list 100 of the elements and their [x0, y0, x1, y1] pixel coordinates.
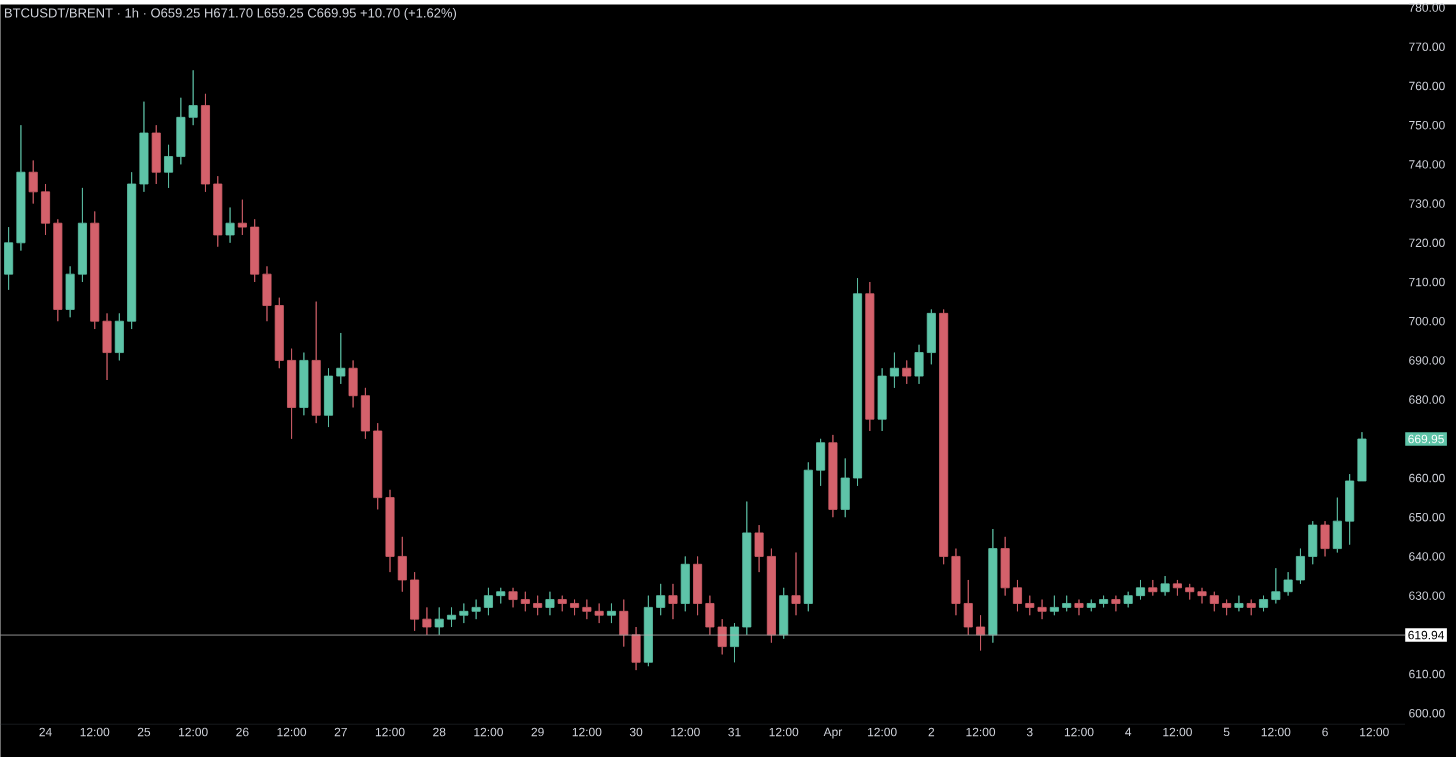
candlestick	[114, 312, 124, 361]
candlestick	[902, 359, 912, 385]
x-tick-label: 12:00	[671, 727, 700, 737]
x-tick-label: 12:00	[1064, 727, 1094, 737]
y-tick-label: 700.00	[1409, 316, 1445, 326]
candlestick	[1308, 520, 1318, 565]
x-tick-label: 5	[1223, 727, 1230, 737]
candlestick	[1320, 520, 1330, 557]
candlestick	[988, 528, 998, 643]
candlestick	[1062, 595, 1072, 612]
candlestick	[693, 555, 703, 616]
candlestick	[1246, 599, 1256, 616]
candlestick	[483, 587, 493, 616]
candlestick	[90, 210, 100, 330]
candlestick	[274, 297, 284, 369]
x-tick-label: 3	[1026, 727, 1033, 737]
candlestick	[1345, 473, 1355, 545]
candlestick	[1271, 567, 1281, 604]
candlestick	[754, 524, 764, 573]
candlestick	[582, 599, 592, 620]
candlestick	[803, 461, 813, 612]
candlestick	[447, 606, 457, 628]
candlestick	[1357, 431, 1367, 482]
x-tick-label: 26	[236, 727, 249, 737]
candlestick	[508, 587, 518, 608]
x-tick-label: 4	[1125, 727, 1132, 736]
y-tick-label: 650.00	[1409, 512, 1445, 522]
candlestick	[151, 124, 161, 185]
candlestick	[1123, 591, 1133, 608]
chart-title: BTCUSDT/BRENT · 1h · O659.25 H671.70 L659.25 C669.95 +10.70 (+1.62%)	[5, 7, 457, 20]
candlestick	[1086, 599, 1096, 612]
candlestick	[1259, 595, 1269, 612]
candlestick	[1160, 575, 1170, 596]
candlestick	[28, 159, 38, 204]
x-tick-label: Apr	[823, 727, 843, 739]
candlestick	[410, 571, 420, 632]
candlestick	[1148, 579, 1158, 596]
candlestick	[1037, 599, 1047, 620]
candlestick	[1012, 579, 1022, 612]
candlestick	[237, 199, 247, 236]
candlestick	[459, 602, 469, 624]
x-tick-label: 30	[629, 727, 643, 737]
x-tick-label: 12:00	[1163, 727, 1192, 737]
x-tick-label: 12:00	[868, 727, 897, 737]
candlestick	[557, 595, 567, 612]
candlestick	[287, 348, 297, 440]
candlestick	[1185, 583, 1195, 600]
candlestick	[619, 599, 629, 647]
x-tick-label: 12:00	[474, 727, 503, 737]
x-tick-label: 28	[433, 727, 446, 737]
y-tick-label: 660.00	[1409, 473, 1445, 483]
candlestick	[16, 124, 26, 251]
candlestick	[348, 359, 358, 408]
x-tick-label: 6	[1322, 727, 1328, 737]
candlestick	[705, 595, 715, 636]
candlestick	[730, 622, 739, 663]
candlestick	[865, 281, 875, 432]
candlestick	[1111, 595, 1121, 612]
candlestick	[373, 422, 383, 510]
candlestick	[951, 548, 961, 616]
candlestick	[41, 183, 51, 236]
candlestick	[828, 434, 838, 518]
candlestick	[1222, 599, 1232, 616]
y-tick-label: 720.00	[1409, 238, 1445, 247]
y-tick-label: 630.00	[1409, 591, 1445, 600]
candlestick	[643, 595, 653, 667]
x-tick-label: 12:00	[80, 727, 110, 737]
candlestick	[1049, 595, 1059, 616]
candlestick	[877, 367, 887, 432]
y-tick-label: 690.00	[1409, 356, 1445, 365]
candlestick	[533, 595, 543, 616]
candlestick	[65, 265, 75, 318]
candlestick	[1136, 579, 1145, 600]
candlestick	[520, 591, 530, 612]
candlestick	[939, 308, 949, 565]
candlestick	[385, 489, 395, 573]
candlestick	[766, 548, 776, 643]
x-tick-label: 12:00	[966, 727, 996, 737]
candlestick	[914, 344, 924, 385]
candlestick	[779, 587, 789, 640]
y-tick-label: 610.00	[1409, 669, 1445, 679]
candlestick	[1000, 536, 1010, 596]
x-tick-label: 12:00	[1261, 727, 1291, 737]
x-tick-label: 12:00	[572, 727, 602, 737]
ref-line-label: 619.94	[1408, 630, 1445, 640]
annotation: 669.95	[1408, 434, 1444, 444]
candlestick	[188, 69, 198, 126]
x-tick-label: 12:00	[1360, 727, 1389, 737]
candlestick	[164, 144, 174, 189]
x-tick-label: 12:00	[375, 727, 405, 737]
candlestick	[889, 352, 899, 389]
candlestick	[200, 93, 210, 193]
candlestick	[545, 591, 555, 616]
candlestick	[668, 583, 678, 620]
candlestick	[434, 606, 444, 636]
candlestick	[1234, 595, 1244, 612]
x-tick-label: 25	[137, 727, 151, 737]
candlestick	[262, 265, 272, 322]
candlestick	[176, 97, 186, 165]
candlestick	[926, 308, 936, 365]
